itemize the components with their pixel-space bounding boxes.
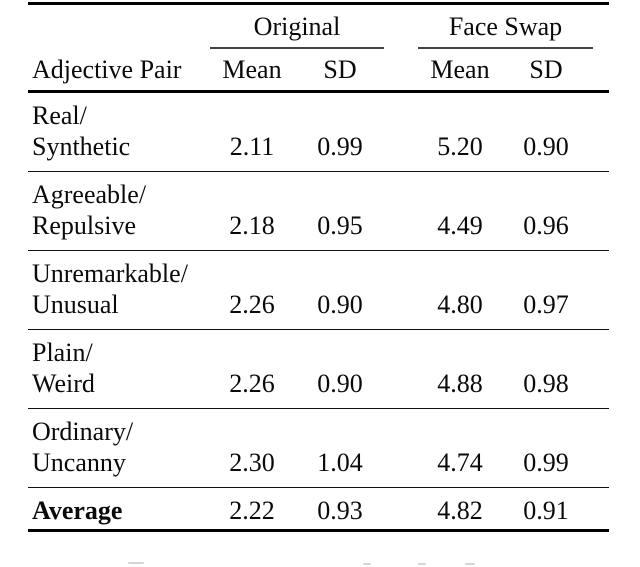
adjective-pair-ratings-table: Original Face Swap Adjective Pair Mean S…: [28, 0, 609, 532]
original-sd-cell: 0.90: [317, 368, 363, 398]
faceswap-mean-cell: 5.20: [437, 131, 483, 161]
adjective-pair-cell: Agreeable/ Repulsive: [28, 179, 198, 241]
original-mean-cell: 2.18: [229, 210, 275, 240]
faceswap-mean-cell: 4.88: [437, 368, 483, 398]
cmidrule-original: [210, 47, 384, 49]
pair-line1: Real/: [32, 100, 87, 130]
average-row: Average 2.22 0.93 4.82 0.91: [28, 488, 609, 529]
table-row: Plain/ Weird 2.26 0.90 4.88 0.98: [28, 330, 609, 409]
original-mean-cell: 2.26: [229, 368, 275, 398]
pair-line2: Repulsive: [32, 210, 136, 240]
column-header-adjective-pair: Adjective Pair: [32, 54, 182, 84]
average-label: Average: [32, 495, 123, 525]
cmidrule-faceswap: [418, 47, 593, 49]
pair-line1: Ordinary/: [32, 416, 134, 446]
table-row: Ordinary/ Uncanny 2.30 1.04 4.74 0.99: [28, 409, 609, 488]
clipped-caption-remnant: [128, 562, 144, 564]
faceswap-sd-cell: 0.99: [523, 447, 569, 477]
clipped-caption-remnant: [465, 563, 475, 565]
original-mean-cell: 2.26: [229, 289, 275, 319]
table-row: Agreeable/ Repulsive 2.18 0.95 4.49 0.96: [28, 172, 609, 251]
original-sd-cell: 0.99: [317, 131, 363, 161]
average-faceswap-mean: 4.82: [437, 495, 483, 525]
original-sd-cell: 0.95: [317, 210, 363, 240]
table-top-rule: [28, 2, 609, 5]
adjective-pair-cell: Plain/ Weird: [28, 337, 198, 399]
pair-line2: Weird: [32, 368, 95, 398]
original-sd-cell: 0.90: [317, 289, 363, 319]
original-sd-cell: 1.04: [317, 447, 363, 477]
pair-line1: Agreeable/: [32, 179, 147, 209]
table-row: Unremarkable/ Unusual 2.26 0.90 4.80 0.9…: [28, 251, 609, 330]
group-header-row: Original Face Swap: [28, 5, 609, 47]
faceswap-mean-cell: 4.49: [437, 210, 483, 240]
table-row: Real/ Synthetic 2.11 0.99 5.20 0.90: [28, 93, 609, 172]
average-faceswap-sd: 0.91: [523, 495, 569, 525]
original-mean-cell: 2.11: [229, 131, 275, 161]
column-header-faceswap-mean: Mean: [430, 54, 490, 84]
group-header-faceswap: Face Swap: [448, 12, 563, 41]
average-original-mean: 2.22: [229, 495, 275, 525]
original-mean-cell: 2.30: [229, 447, 275, 477]
clipped-caption-remnant: [363, 563, 371, 565]
faceswap-sd-cell: 0.90: [523, 131, 569, 161]
adjective-pair-cell: Unremarkable/ Unusual: [28, 258, 198, 320]
faceswap-sd-cell: 0.97: [523, 289, 569, 319]
adjective-pair-cell: Real/ Synthetic: [28, 100, 198, 162]
faceswap-sd-cell: 0.96: [523, 210, 569, 240]
average-original-sd: 0.93: [317, 495, 363, 525]
header-separator-rule: [28, 90, 609, 93]
clipped-caption-remnant: [418, 563, 426, 565]
pair-line2: Synthetic: [32, 131, 131, 161]
faceswap-mean-cell: 4.74: [437, 447, 483, 477]
column-header-original-mean: Mean: [222, 54, 282, 84]
pair-line1: Unremarkable/: [32, 258, 188, 288]
faceswap-sd-cell: 0.98: [523, 368, 569, 398]
pair-line2: Unusual: [32, 289, 119, 319]
pair-line2: Uncanny: [32, 447, 126, 477]
cmidrule-row: [28, 47, 609, 49]
column-header-original-sd: SD: [323, 54, 357, 84]
column-header-row: Adjective Pair Mean SD Mean SD: [28, 49, 609, 90]
adjective-pair-cell: Ordinary/ Uncanny: [28, 416, 198, 478]
pair-line1: Plain/: [32, 337, 93, 367]
faceswap-mean-cell: 4.80: [437, 289, 483, 319]
table-bottom-rule: [28, 528, 609, 532]
column-header-faceswap-sd: SD: [529, 54, 563, 84]
group-header-original: Original: [253, 12, 341, 41]
